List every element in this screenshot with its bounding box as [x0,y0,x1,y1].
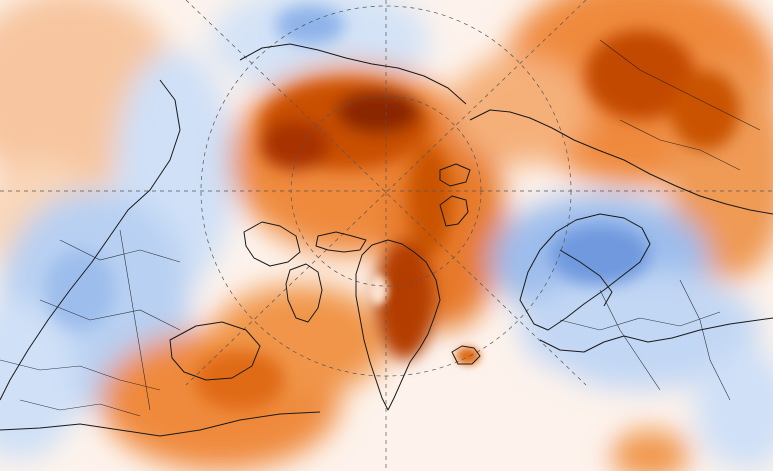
cold-core-scandinavia [550,225,650,285]
chukotka-coast-outline [239,43,467,105]
europe-country-border [599,289,661,391]
novaya-zemlya-outline [439,195,469,227]
us-state-border [19,399,141,417]
canada-province-border [39,299,181,331]
ellesmere-outline [315,231,367,253]
hudson-bay-outline [169,321,261,381]
warm-core-yakutia [670,70,740,150]
canada-province-border [59,239,181,263]
latitude-circle-70 [200,5,572,377]
canada-province-border [119,229,151,411]
neutral-field-north-atlantic [420,360,600,471]
cold-core-alaska [45,250,115,330]
warm-core-siberia [585,30,695,120]
svalbard-outline [439,163,471,187]
cold-field-pacific-coast [0,300,80,460]
warm-field-east-siberia [450,55,590,165]
latitude-circle-80 [290,95,482,287]
warm-core-beaufort [260,120,330,170]
cold-core-bering [275,5,345,45]
russia-border [599,39,761,131]
cold-spot-greenland-ice [368,275,388,305]
cold-field-europe [520,270,760,390]
political-borders [0,39,761,417]
europe-country-border [559,311,721,331]
warm-core-greenland-strait [408,145,452,255]
baffin-island-outline [285,263,323,323]
warm-field-bottom-right [610,430,690,471]
europe-coast-outline [539,317,773,353]
warm-core-greenland [375,240,435,360]
scandinavia-inner-outline [559,249,613,307]
russia-border [619,119,741,171]
warm-core-arctic-deep [336,90,420,134]
alaska-coast-outline [0,79,181,401]
canada-south-coast-outline [0,411,321,437]
europe-country-border [679,279,731,401]
greenland-outline [355,239,441,411]
us-state-border [0,359,161,391]
coastlines [0,43,773,437]
iceland-outline [451,345,481,365]
scandinavia-outline [519,213,651,331]
arctic-archipelago-outline [243,221,301,267]
warm-core-baffin [195,350,285,410]
cold-field-south-east [695,350,773,470]
siberia-coast-outline [469,109,773,215]
warm-spot-iceland [456,347,480,365]
